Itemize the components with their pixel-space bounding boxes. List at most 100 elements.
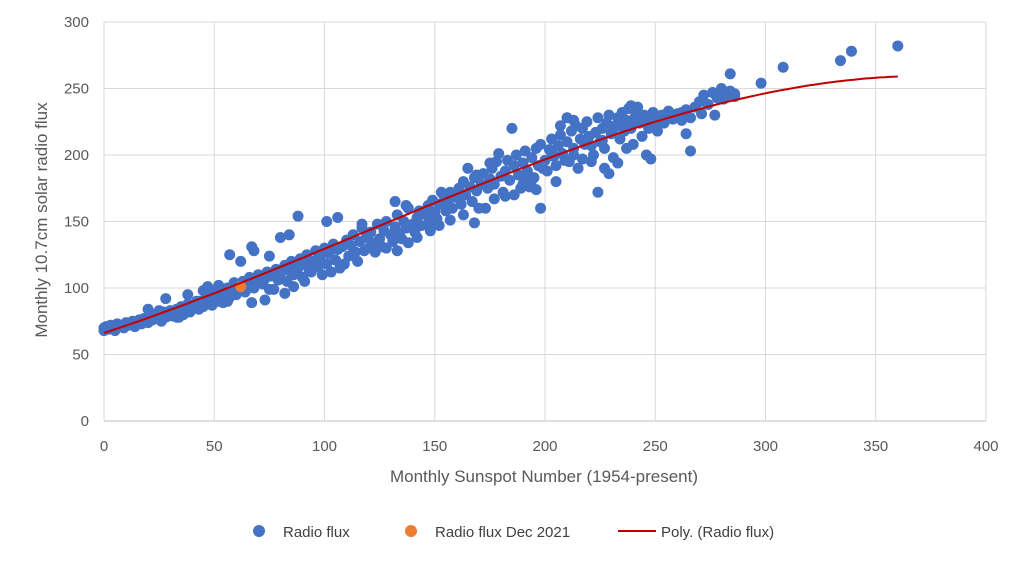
data-point <box>288 281 300 293</box>
data-point <box>592 112 604 124</box>
data-point <box>506 122 518 134</box>
x-tick-label: 100 <box>312 438 337 455</box>
data-point <box>607 124 619 136</box>
data-point <box>603 168 615 180</box>
y-axis-title: Monthly 10.7cm solar radio flux <box>32 102 51 338</box>
data-point <box>685 112 697 124</box>
data-point <box>202 281 214 293</box>
x-tick-label: 150 <box>422 438 447 455</box>
data-point <box>160 293 172 305</box>
data-point <box>462 162 474 174</box>
legend-label-dec-2021: Radio flux Dec 2021 <box>435 524 570 541</box>
data-point <box>274 231 286 243</box>
data-point <box>513 169 525 181</box>
data-point <box>321 216 333 227</box>
data-point <box>316 269 328 281</box>
y-tick-label: 300 <box>64 14 89 31</box>
data-point <box>424 225 436 237</box>
data-point <box>651 125 663 137</box>
data-point <box>235 255 247 267</box>
data-point <box>338 258 350 270</box>
data-point <box>755 77 767 89</box>
data-point <box>592 186 604 198</box>
data-point <box>834 55 846 67</box>
data-point <box>446 202 458 214</box>
data-point <box>508 189 520 201</box>
data-point <box>224 249 236 261</box>
x-tick-label: 50 <box>206 438 223 455</box>
data-point <box>369 246 381 258</box>
data-point <box>402 237 414 249</box>
y-tick-label: 200 <box>64 147 89 164</box>
x-axis-title: Monthly Sunspot Number (1954-present) <box>390 467 698 486</box>
data-point <box>685 145 697 157</box>
polynomial-trendline <box>103 75 898 334</box>
data-point <box>603 109 615 121</box>
data-point <box>356 218 368 230</box>
x-tick-label: 300 <box>753 438 778 455</box>
data-point <box>279 287 291 299</box>
legend-label-trendline: Poly. (Radio flux) <box>661 524 774 541</box>
data-point <box>508 160 520 172</box>
data-point <box>182 289 194 301</box>
data-point <box>526 174 538 186</box>
legend-label-radio-flux: Radio flux <box>283 524 350 541</box>
x-tick-label: 350 <box>863 438 888 455</box>
data-point <box>389 196 401 208</box>
data-point <box>550 176 562 188</box>
y-tick-label: 150 <box>64 214 89 231</box>
data-point <box>636 130 648 142</box>
data-point <box>380 242 392 254</box>
data-point <box>621 142 633 154</box>
x-tick-label: 200 <box>532 438 557 455</box>
data-point <box>268 283 280 295</box>
data-point <box>292 210 304 222</box>
data-point <box>530 184 542 196</box>
data-point <box>305 266 317 278</box>
data-point <box>213 279 225 291</box>
y-tick-label: 0 <box>81 413 89 430</box>
data-point <box>488 178 500 190</box>
data-point <box>263 250 275 262</box>
data-point <box>444 214 456 226</box>
data-point <box>479 202 491 214</box>
data-point <box>493 148 505 160</box>
y-tick-label: 250 <box>64 81 89 98</box>
data-point <box>724 68 736 80</box>
data-point <box>471 169 483 181</box>
data-point <box>332 212 344 224</box>
data-point <box>537 162 549 174</box>
data-point <box>455 198 467 210</box>
data-point <box>391 245 403 257</box>
data-point <box>349 246 361 258</box>
data-point <box>517 178 529 190</box>
data-point <box>468 217 480 229</box>
legend-marker-radio-flux <box>253 525 265 537</box>
legend-marker-dec-2021 <box>405 525 417 537</box>
data-point <box>892 40 904 52</box>
x-tick-label: 400 <box>973 438 998 455</box>
data-point <box>142 303 154 315</box>
data-point <box>585 156 597 168</box>
data-point <box>248 245 260 257</box>
data-point <box>618 117 630 129</box>
data-point <box>845 45 857 57</box>
data-point <box>535 138 547 150</box>
data-point <box>221 295 233 307</box>
data-point <box>259 294 271 306</box>
data-point <box>246 297 258 309</box>
legend: Radio flux Radio flux Dec 2021 Poly. (Ra… <box>253 524 774 541</box>
data-point <box>411 231 423 243</box>
data-point <box>581 116 593 128</box>
data-point <box>499 190 511 202</box>
data-point <box>559 154 571 166</box>
data-point <box>504 174 516 186</box>
gridlines <box>103 21 987 422</box>
y-tick-label: 100 <box>64 280 89 297</box>
data-point <box>400 200 412 212</box>
data-point <box>435 186 447 198</box>
data-point <box>698 89 710 101</box>
data-point <box>676 114 688 126</box>
data-point <box>572 162 584 174</box>
